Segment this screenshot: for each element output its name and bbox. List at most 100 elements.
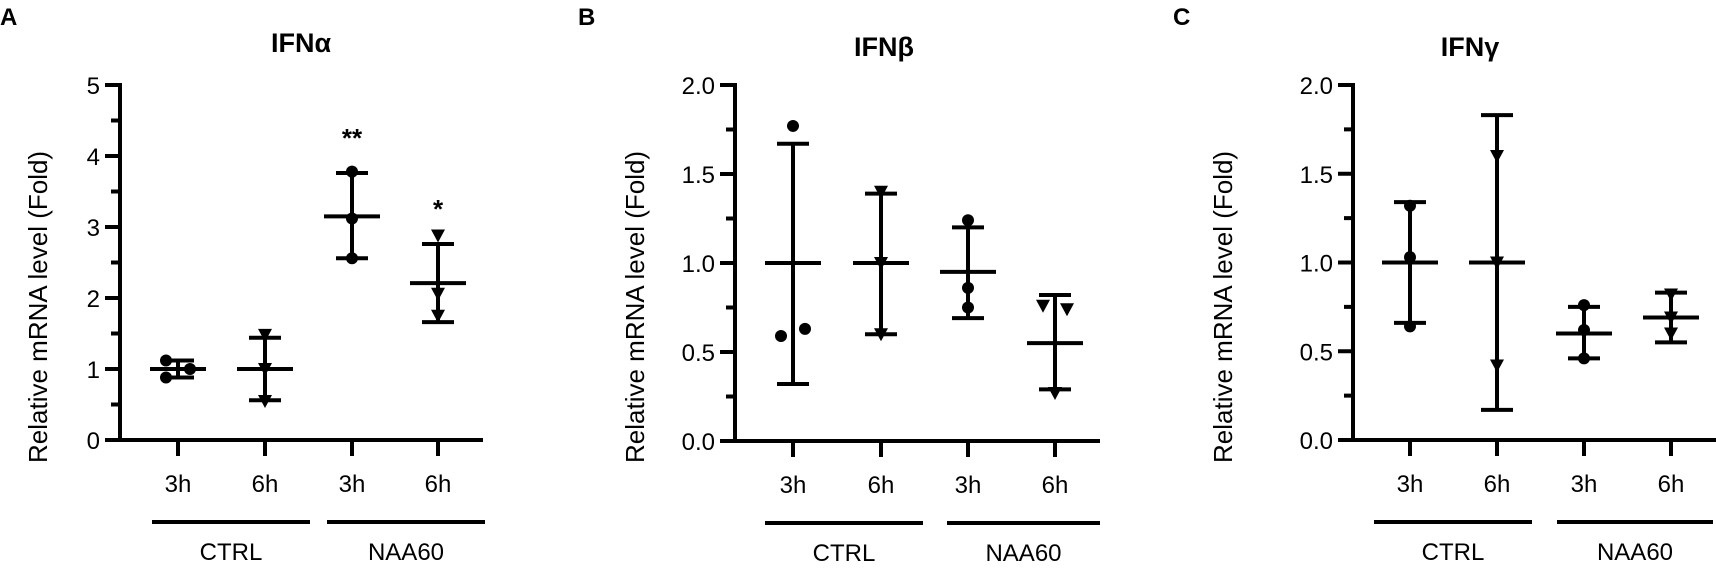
y-tick-label: 4 xyxy=(87,144,100,171)
data-point-circle xyxy=(1578,323,1590,336)
group-label: CTRL xyxy=(200,539,263,566)
panel-letter: C xyxy=(1173,4,1191,31)
panel-b: B IFNβ Relative mRNA level (Fold) 0.0 0.5… xyxy=(530,0,1100,568)
data-series xyxy=(940,214,996,321)
y-tick-label: 2.0 xyxy=(1300,73,1333,100)
data-series xyxy=(765,119,821,387)
data-point-triangle xyxy=(1664,288,1678,302)
data-point-circle xyxy=(1578,299,1590,312)
y-tick-label: 0.0 xyxy=(1300,428,1333,455)
y-tick-label: 5 xyxy=(87,73,100,100)
data-point-circle xyxy=(346,252,358,265)
y-tick-label: 1.5 xyxy=(1300,162,1333,189)
data-point-circle xyxy=(346,165,358,178)
data-point-triangle xyxy=(1490,359,1504,373)
group-label: CTRL xyxy=(813,540,876,567)
y-axis: 0.0 0.5 1.0 1.5 2.0 xyxy=(682,73,737,456)
y-tick-label: 2 xyxy=(87,286,100,313)
x-axis: 3h 6h 3h 6h xyxy=(1338,438,1716,498)
significance-marker: * xyxy=(433,194,444,224)
data-series: * xyxy=(410,194,466,325)
data-point-triangle xyxy=(258,328,272,342)
x-tick-label: 6h xyxy=(868,472,895,499)
chart-title: IFNα xyxy=(270,28,332,58)
data-point-circle xyxy=(787,119,799,132)
x-tick-label: 6h xyxy=(1484,471,1511,498)
x-tick-label: 3h xyxy=(1397,471,1424,498)
data-point-circle xyxy=(1578,352,1590,365)
data-point-circle xyxy=(775,329,787,342)
plot-area: 0.0 0.5 1.0 1.5 2.0 3h 6h 3h 6h CTRL NAA60 xyxy=(682,73,1100,567)
group-bracket: NAA60 xyxy=(1557,520,1713,566)
data-point-triangle xyxy=(258,394,272,408)
data-point-circle xyxy=(1404,320,1416,333)
data-point-triangle xyxy=(431,229,445,243)
group-bracket: CTRL xyxy=(152,520,310,566)
data-point-triangle xyxy=(1060,303,1074,317)
data-point-triangle xyxy=(1664,311,1678,325)
x-tick-label: 3h xyxy=(1571,471,1598,498)
data-series xyxy=(1469,113,1525,412)
group-label: NAA60 xyxy=(368,539,444,566)
x-tick-label: 3h xyxy=(780,472,807,499)
data-point-triangle xyxy=(1490,256,1504,270)
data-point-circle xyxy=(1404,251,1416,264)
chart-title: IFNγ xyxy=(1440,32,1500,62)
data-point-circle xyxy=(160,371,172,384)
data-series xyxy=(1382,199,1438,333)
x-axis: 3h 6h 3h 6h xyxy=(720,439,1100,499)
x-tick-label: 6h xyxy=(1658,471,1685,498)
y-tick-label: 2.0 xyxy=(682,73,715,100)
data-point-triangle xyxy=(874,328,888,342)
x-tick-label: 3h xyxy=(339,471,366,498)
data-point-circle xyxy=(799,322,811,335)
x-tick-label: 3h xyxy=(955,472,982,499)
significance-marker: ** xyxy=(342,123,363,153)
group-bracket: CTRL xyxy=(1374,520,1532,566)
data-series xyxy=(1027,293,1083,400)
chart-title: IFNβ xyxy=(854,32,914,62)
plot-area: 0.0 0.5 1.0 1.5 2.0 3h 6h 3h 6h CTRL NAA60 xyxy=(1300,73,1716,566)
data-series xyxy=(150,354,206,384)
y-tick-label: 1.0 xyxy=(682,251,715,278)
data-point-circle xyxy=(962,281,974,294)
group-bracket: NAA60 xyxy=(327,520,485,566)
group-label: NAA60 xyxy=(985,540,1061,567)
y-tick-label: 0.0 xyxy=(682,429,715,456)
data-point-triangle xyxy=(1048,386,1062,400)
x-tick-label: 6h xyxy=(252,471,279,498)
data-point-circle xyxy=(962,214,974,227)
data-point-triangle xyxy=(1036,299,1050,313)
panel-c: C IFNγ Relative mRNA level (Fold) 0.0 0.5… xyxy=(1100,0,1716,568)
data-point-circle xyxy=(962,301,974,314)
data-series xyxy=(853,185,909,342)
data-point-circle xyxy=(160,354,172,367)
y-tick-label: 1 xyxy=(87,357,100,384)
y-tick-label: 1.0 xyxy=(1300,251,1333,278)
y-tick-label: 3 xyxy=(87,215,100,242)
y-tick-label: 1.5 xyxy=(682,162,715,189)
y-tick-label: 0 xyxy=(87,428,100,455)
y-tick-label: 0.5 xyxy=(1300,339,1333,366)
y-axis: 0.0 0.5 1.0 1.5 2.0 xyxy=(1300,73,1355,455)
data-point-triangle xyxy=(1490,150,1504,163)
data-point-triangle xyxy=(874,257,888,270)
x-tick-label: 6h xyxy=(1042,472,1069,499)
data-point-triangle xyxy=(874,185,888,199)
data-point-triangle xyxy=(431,309,445,323)
x-tick-label: 3h xyxy=(165,471,192,498)
data-point-circle xyxy=(346,212,358,225)
group-bracket: NAA60 xyxy=(947,521,1100,567)
data-series: ** xyxy=(324,123,380,265)
group-bracket: CTRL xyxy=(765,521,923,567)
data-point-circle xyxy=(1404,199,1416,212)
y-axis: 0 1 2 3 4 5 xyxy=(87,73,122,455)
group-label: NAA60 xyxy=(1597,539,1673,566)
data-series xyxy=(237,328,293,408)
x-tick-label: 6h xyxy=(425,471,452,498)
data-series xyxy=(1556,299,1612,365)
data-series xyxy=(1643,288,1699,345)
data-point-triangle xyxy=(431,287,445,301)
